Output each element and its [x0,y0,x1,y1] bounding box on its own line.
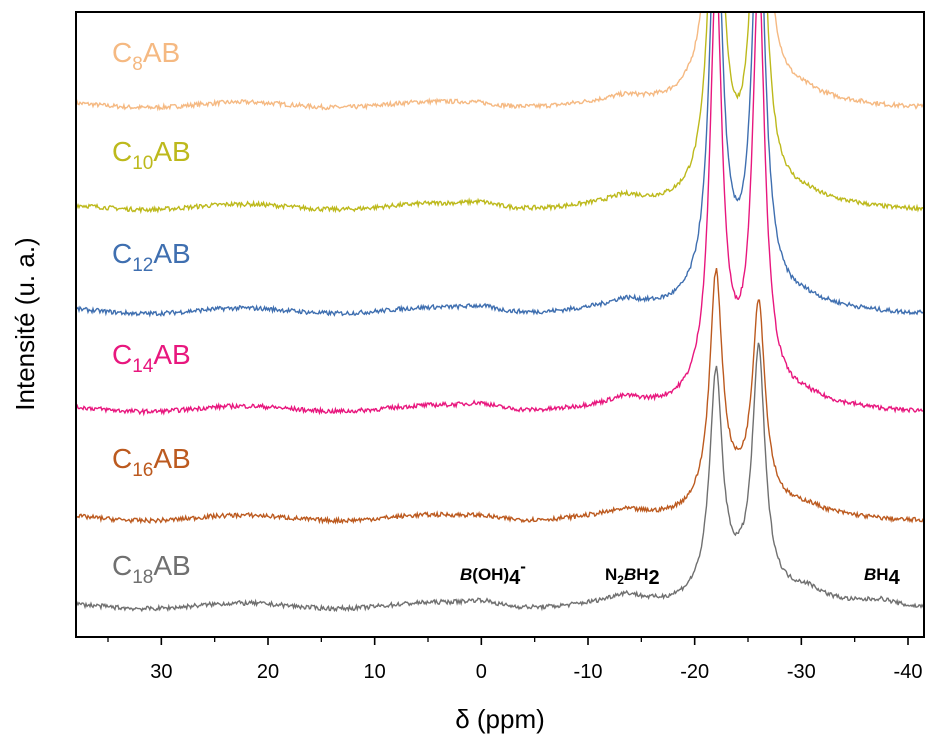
x-tick-label: 10 [364,661,386,683]
series-label: C12AB [112,238,191,276]
plot-frame [75,11,925,638]
series-label: C14AB [112,339,191,377]
series-label: C8AB [112,37,180,75]
x-axis-title: δ (ppm) [455,704,545,734]
x-tick-label: -20 [680,661,709,683]
peak-annotation: BH4 [864,565,901,589]
series-line-C18AB [76,342,924,613]
x-tick-label: -30 [787,661,816,683]
x-tick-label: -10 [574,661,603,683]
x-tick-label: -40 [894,661,923,683]
x-tick-label: 0 [476,661,487,683]
y-axis-title: Intensité (u. a.) [10,237,40,410]
x-tick-label: 30 [150,661,172,683]
series-line-C8AB [76,12,924,112]
series-line-C10AB [76,12,924,215]
peak-annotations: B(OH)4- N2BH2 BH4 [460,557,901,589]
peak-annotation: B(OH)4- [460,557,526,589]
series-line-C12AB [76,12,924,318]
peak-annotation: N2BH2 [605,565,660,589]
series-label: C10AB [112,136,191,174]
x-tick-label: 20 [257,661,279,683]
series-layer [76,12,924,613]
series-line-C16AB [76,267,924,525]
series-label: C16AB [112,443,191,481]
x-axis: 30 20 10 0 -10 -20 -30 -40 [107,637,923,683]
series-line-C14AB [76,12,924,417]
series-label: C18AB [112,550,191,588]
series-labels: C8AB C10AB C12AB C14AB C16AB C18AB [112,37,191,588]
